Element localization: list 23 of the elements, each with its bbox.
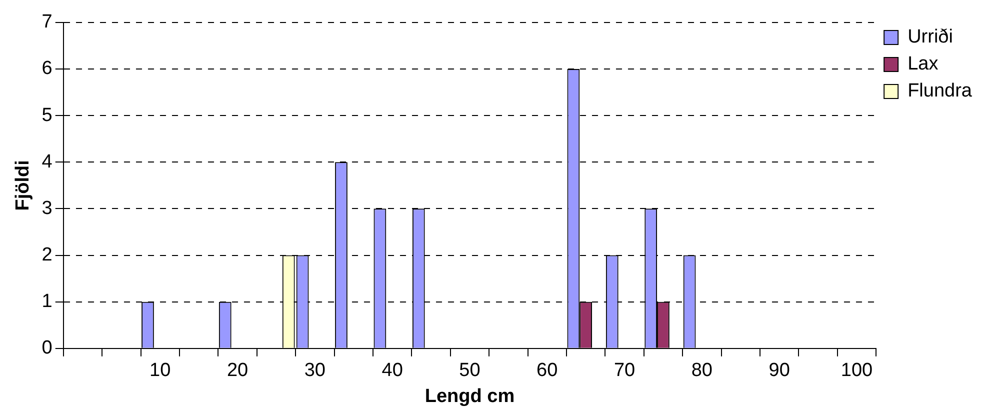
x-axis-title: Lengd cm bbox=[424, 386, 515, 407]
x-tick-label: 10 bbox=[150, 360, 171, 382]
x-tick-label: 60 bbox=[536, 360, 558, 382]
legend-label: Flundra bbox=[908, 80, 972, 102]
x-tick-label: 20 bbox=[226, 360, 248, 382]
x-tick-label: 70 bbox=[614, 360, 636, 382]
y-tick-label: 0 bbox=[42, 338, 52, 359]
y-tick-label: 4 bbox=[42, 151, 53, 172]
x-tick-label: 80 bbox=[691, 360, 712, 382]
y-tick-label: 1 bbox=[42, 291, 52, 312]
x-tick-label: 30 bbox=[304, 360, 326, 382]
y-tick-label: 6 bbox=[42, 58, 52, 80]
x-tick-label: 90 bbox=[768, 360, 790, 382]
x-tick-label: 100 bbox=[840, 360, 873, 382]
y-tick-label: 2 bbox=[42, 244, 52, 266]
y-axis-title: Fjöldi bbox=[12, 160, 34, 211]
x-tick-label: 50 bbox=[459, 360, 480, 382]
y-tick-label: 3 bbox=[42, 198, 52, 219]
x-tick-label: 40 bbox=[382, 360, 403, 382]
legend-label: Urriði bbox=[908, 26, 953, 48]
y-tick-label: 7 bbox=[42, 12, 52, 33]
legend-label: Lax bbox=[908, 54, 939, 75]
y-tick-label: 5 bbox=[42, 104, 52, 126]
